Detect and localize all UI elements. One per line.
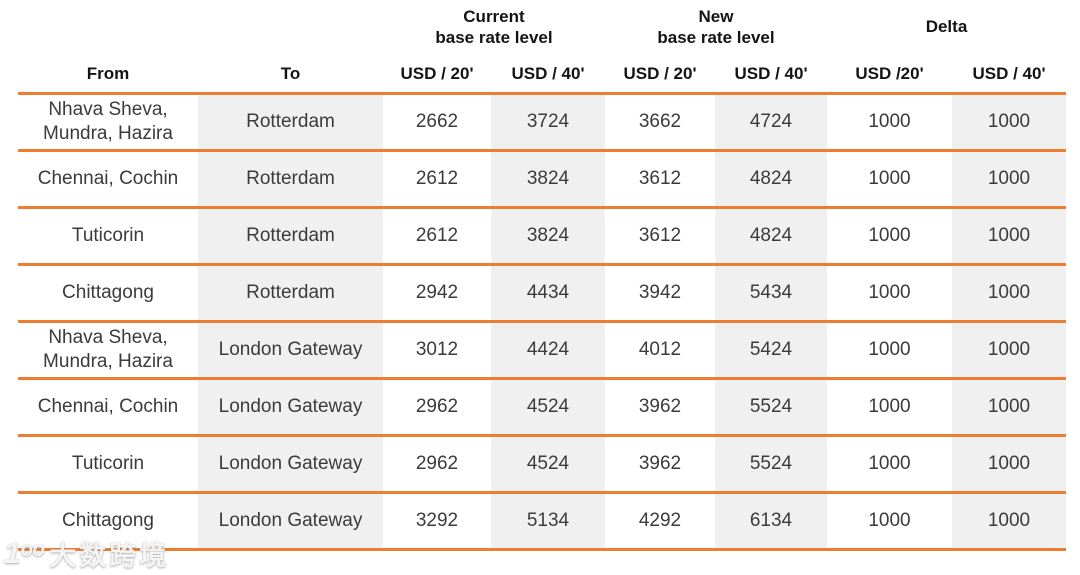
cell-value: 3612 xyxy=(638,225,682,247)
cell-value: 2962 xyxy=(415,453,459,475)
cell-value: 1000 xyxy=(868,168,911,190)
cell-value: 5524 xyxy=(715,380,827,434)
cell-value: 4824 xyxy=(715,209,827,263)
cell-from: Tuticorin xyxy=(71,453,145,475)
cell-value: 1000 xyxy=(868,453,911,475)
cell-value: 5434 xyxy=(715,266,827,320)
cell-value: 2962 xyxy=(415,396,459,418)
table-row: Chennai, Cochin Rotterdam 2612 3824 3612… xyxy=(18,149,1066,206)
col-header-to: To xyxy=(280,64,301,83)
table-row: Chennai, Cochin London Gateway 2962 4524… xyxy=(18,377,1066,434)
cell-value: 1000 xyxy=(952,323,1066,377)
cell-value: 3824 xyxy=(491,209,605,263)
table-row: Tuticorin Rotterdam 2612 3824 3612 4824 … xyxy=(18,206,1066,263)
column-header-row: From To USD / 20' USD / 40' USD / 20' US… xyxy=(18,52,1066,92)
cell-value: 2612 xyxy=(415,225,459,247)
cell-from: Chennai, Cochin xyxy=(37,396,179,418)
cell-value: 3012 xyxy=(415,339,459,361)
cell-value: 1000 xyxy=(868,396,911,418)
col-header-new-usd20: USD / 20' xyxy=(623,64,697,83)
cell-to: London Gateway xyxy=(198,380,383,434)
cell-value: 3962 xyxy=(638,453,682,475)
cell-to: Rotterdam xyxy=(198,266,383,320)
cell-value: 6134 xyxy=(715,494,827,548)
col-header-from: From xyxy=(86,64,130,83)
cell-value: 1000 xyxy=(868,225,911,247)
cell-value: 3662 xyxy=(638,111,682,133)
cell-value: 2942 xyxy=(415,282,459,304)
cell-value: 5134 xyxy=(491,494,605,548)
watermark: 1ᵒᵒ 大数跨境 xyxy=(4,534,169,573)
rates-table: Current base rate level New base rate le… xyxy=(18,2,1066,551)
cell-from: Chennai, Cochin xyxy=(37,168,179,190)
cell-value: 2612 xyxy=(415,168,459,190)
cell-value: 4292 xyxy=(638,510,682,532)
table-row: Nhava Sheva, Mundra, Hazira Rotterdam 26… xyxy=(18,92,1066,149)
col-header-delta-usd20: USD /20' xyxy=(855,64,924,83)
cell-value: 4524 xyxy=(491,380,605,434)
cell-from: Nhava Sheva, Mundra, Hazira xyxy=(43,327,173,372)
cell-value: 5424 xyxy=(715,323,827,377)
table-row: Chittagong Rotterdam 2942 4434 3942 5434… xyxy=(18,263,1066,320)
table-row: Nhava Sheva, Mundra, Hazira London Gatew… xyxy=(18,320,1066,377)
cell-value: 2662 xyxy=(415,111,459,133)
group-header-delta: Delta xyxy=(925,17,968,37)
watermark-logo-icon: 1ᵒᵒ xyxy=(4,536,44,570)
cell-value: 3962 xyxy=(638,396,682,418)
cell-value: 1000 xyxy=(952,209,1066,263)
group-header-current: Current base rate level xyxy=(435,6,553,47)
cell-value: 4424 xyxy=(491,323,605,377)
cell-value: 1000 xyxy=(868,111,911,133)
cell-value: 4012 xyxy=(638,339,682,361)
cell-to: London Gateway xyxy=(198,494,383,548)
cell-from: Chittagong xyxy=(62,282,154,304)
cell-to: Rotterdam xyxy=(198,95,383,149)
cell-value: 4824 xyxy=(715,152,827,206)
cell-value: 3612 xyxy=(638,168,682,190)
cell-value: 3292 xyxy=(415,510,459,532)
cell-from: Tuticorin xyxy=(71,225,145,247)
table-body: Nhava Sheva, Mundra, Hazira Rotterdam 26… xyxy=(18,92,1066,551)
cell-value: 1000 xyxy=(868,510,911,532)
cell-value: 3724 xyxy=(491,95,605,149)
cell-from: Chittagong xyxy=(62,510,154,532)
cell-to: Rotterdam xyxy=(198,152,383,206)
group-header-row: Current base rate level New base rate le… xyxy=(18,2,1066,52)
cell-from: Nhava Sheva, Mundra, Hazira xyxy=(43,99,173,144)
cell-value: 1000 xyxy=(868,282,911,304)
cell-value: 1000 xyxy=(868,339,911,361)
cell-value: 5524 xyxy=(715,437,827,491)
cell-value: 4434 xyxy=(491,266,605,320)
cell-value: 4524 xyxy=(491,437,605,491)
group-header-new: New base rate level xyxy=(657,6,775,47)
cell-value: 3824 xyxy=(491,152,605,206)
cell-value: 1000 xyxy=(952,266,1066,320)
cell-value: 4724 xyxy=(715,95,827,149)
cell-value: 1000 xyxy=(952,494,1066,548)
cell-to: London Gateway xyxy=(198,437,383,491)
watermark-text: 大数跨境 xyxy=(49,541,170,571)
col-header-delta-usd40: USD / 40' xyxy=(972,64,1046,83)
col-header-new-usd40: USD / 40' xyxy=(734,64,808,83)
cell-value: 1000 xyxy=(952,380,1066,434)
cell-value: 1000 xyxy=(952,95,1066,149)
cell-to: London Gateway xyxy=(198,323,383,377)
cell-value: 1000 xyxy=(952,152,1066,206)
col-header-cur-usd40: USD / 40' xyxy=(511,64,585,83)
cell-value: 1000 xyxy=(952,437,1066,491)
col-header-cur-usd20: USD / 20' xyxy=(400,64,474,83)
table-row: Chittagong London Gateway 3292 5134 4292… xyxy=(18,491,1066,548)
cell-value: 3942 xyxy=(638,282,682,304)
table-row: Tuticorin London Gateway 2962 4524 3962 … xyxy=(18,434,1066,491)
cell-to: Rotterdam xyxy=(198,209,383,263)
